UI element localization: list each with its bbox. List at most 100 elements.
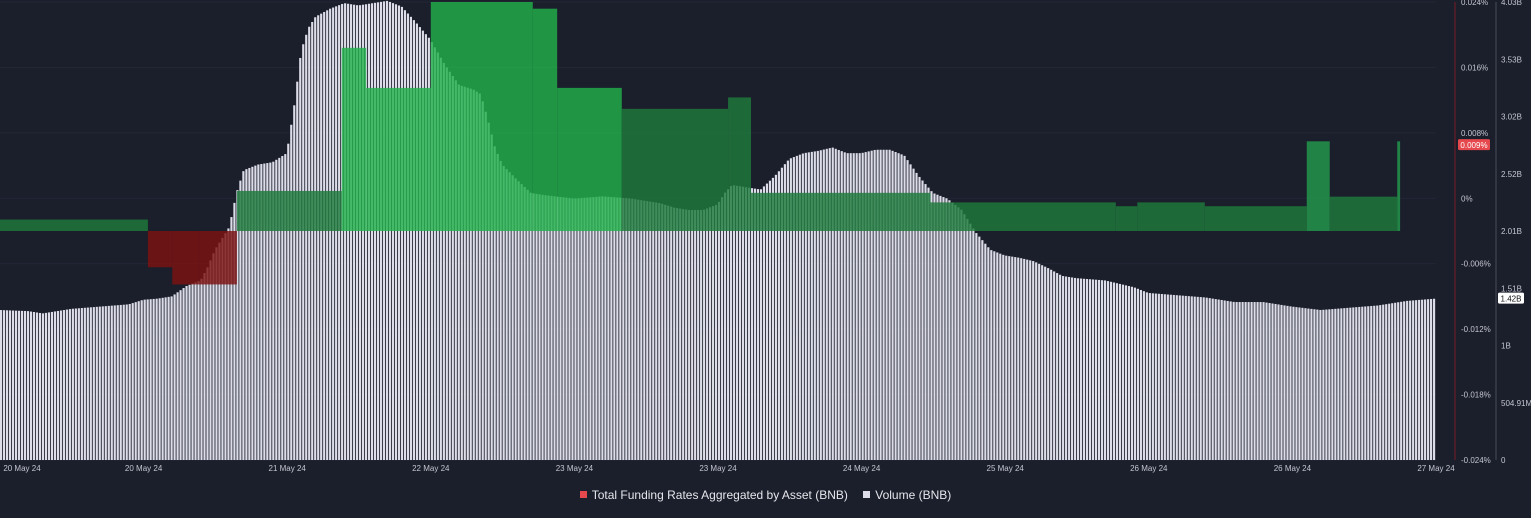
volume-bar bbox=[756, 189, 760, 460]
volume-bar bbox=[1178, 295, 1181, 460]
volume-bar bbox=[1229, 301, 1232, 460]
volume-bar bbox=[475, 91, 478, 460]
volume-bar bbox=[1418, 299, 1421, 460]
volume-bar bbox=[248, 167, 251, 460]
volume-bar bbox=[403, 10, 407, 460]
volume-bar bbox=[532, 193, 535, 460]
volume-bar bbox=[299, 57, 302, 460]
volume-bar bbox=[957, 207, 960, 460]
volume-bar bbox=[1415, 300, 1418, 460]
volume-bar bbox=[1002, 254, 1005, 460]
volume-bar bbox=[978, 236, 981, 460]
volume-bar bbox=[1319, 309, 1322, 460]
funding-tick-label: -0.006% bbox=[1461, 260, 1491, 269]
volume-bar bbox=[1059, 274, 1062, 460]
volume-bar bbox=[1358, 306, 1361, 460]
volume-bar bbox=[251, 166, 254, 460]
volume-bar bbox=[430, 42, 433, 461]
volume-bar bbox=[547, 195, 550, 460]
volume-bar bbox=[254, 165, 257, 460]
volume-bar bbox=[373, 2, 377, 461]
volume-bar bbox=[236, 190, 239, 460]
volume-bar bbox=[1071, 277, 1074, 460]
volume-bar bbox=[1148, 293, 1151, 460]
volume-bar bbox=[637, 199, 640, 460]
funding-tick-label: -0.024% bbox=[1461, 456, 1491, 465]
volume-bar bbox=[314, 17, 317, 460]
volume-bar bbox=[975, 233, 978, 460]
volume-bar bbox=[508, 172, 511, 460]
volume-bar bbox=[556, 196, 559, 460]
volume-bar bbox=[906, 160, 909, 461]
volume-bar bbox=[1047, 268, 1050, 460]
volume-bar bbox=[915, 172, 918, 460]
volume-bar bbox=[1008, 256, 1011, 460]
x-tick-label: 20 May 24 bbox=[125, 464, 163, 473]
volume-bar bbox=[29, 311, 33, 460]
volume-bar bbox=[1271, 303, 1274, 460]
volume-bar bbox=[697, 209, 700, 460]
volume-bar bbox=[679, 208, 682, 460]
volume-bar bbox=[592, 197, 595, 460]
volume-bar bbox=[535, 193, 538, 460]
volume-bar bbox=[771, 177, 774, 460]
volume-bar bbox=[191, 283, 194, 460]
volume-bar bbox=[1382, 304, 1385, 460]
volume-tick-label: 2.52B bbox=[1501, 170, 1522, 179]
volume-bar bbox=[167, 296, 170, 460]
volume-bar bbox=[1226, 300, 1229, 460]
volume-bar bbox=[720, 197, 724, 460]
volume-bar bbox=[1262, 302, 1265, 460]
volume-bar bbox=[1088, 279, 1092, 460]
volume-bar bbox=[376, 2, 380, 461]
volume-bar bbox=[1115, 283, 1119, 460]
x-tick-label: 27 May 24 bbox=[1417, 464, 1455, 473]
volume-bar bbox=[726, 189, 730, 460]
volume-bar bbox=[1274, 303, 1277, 460]
volume-bar bbox=[885, 149, 888, 461]
volume-bar bbox=[350, 4, 353, 460]
volume-bar bbox=[1232, 301, 1235, 460]
volume-bar bbox=[8, 310, 12, 460]
volume-bar bbox=[1313, 309, 1316, 460]
volume-bar bbox=[936, 194, 939, 460]
volume-bar bbox=[164, 297, 167, 460]
volume-bar bbox=[490, 134, 493, 460]
funding-series bbox=[0, 2, 1401, 285]
volume-bar bbox=[1166, 294, 1169, 460]
volume-bar bbox=[1211, 298, 1214, 460]
volume-bar bbox=[870, 150, 873, 461]
volume-bar bbox=[155, 298, 158, 460]
volume-bar bbox=[520, 184, 523, 460]
volume-bar bbox=[0, 310, 3, 460]
volume-bar bbox=[1005, 255, 1008, 460]
volume-bar bbox=[768, 180, 772, 460]
volume-bar bbox=[95, 306, 98, 460]
volume-bar bbox=[427, 37, 430, 460]
volume-bar bbox=[448, 71, 451, 460]
volume-bar bbox=[370, 3, 374, 461]
volume-bar bbox=[664, 204, 667, 460]
volume-bar bbox=[553, 196, 556, 461]
volume-bar bbox=[1190, 296, 1193, 460]
volume-bar bbox=[750, 188, 754, 460]
volume-bar bbox=[541, 194, 544, 460]
volume-bar bbox=[1038, 263, 1041, 460]
volume-bar bbox=[200, 278, 203, 460]
volume-bar bbox=[1127, 286, 1131, 460]
volume-bar bbox=[634, 199, 637, 461]
volume-bar bbox=[481, 101, 484, 460]
volume-bar bbox=[616, 197, 619, 460]
volume-bar bbox=[119, 304, 122, 460]
volume-bar bbox=[1298, 307, 1301, 460]
volume-bar bbox=[1292, 306, 1295, 460]
volume-bar bbox=[703, 209, 706, 460]
legend-item-volume[interactable]: Volume (BNB) bbox=[863, 488, 951, 502]
volume-bar bbox=[1151, 293, 1154, 460]
volume-bar bbox=[113, 305, 116, 460]
legend-item-funding[interactable]: Total Funding Rates Aggregated by Asset … bbox=[579, 488, 848, 502]
volume-bar bbox=[1286, 305, 1289, 460]
funding-bar bbox=[199, 231, 237, 285]
volume-bar bbox=[1109, 281, 1113, 460]
